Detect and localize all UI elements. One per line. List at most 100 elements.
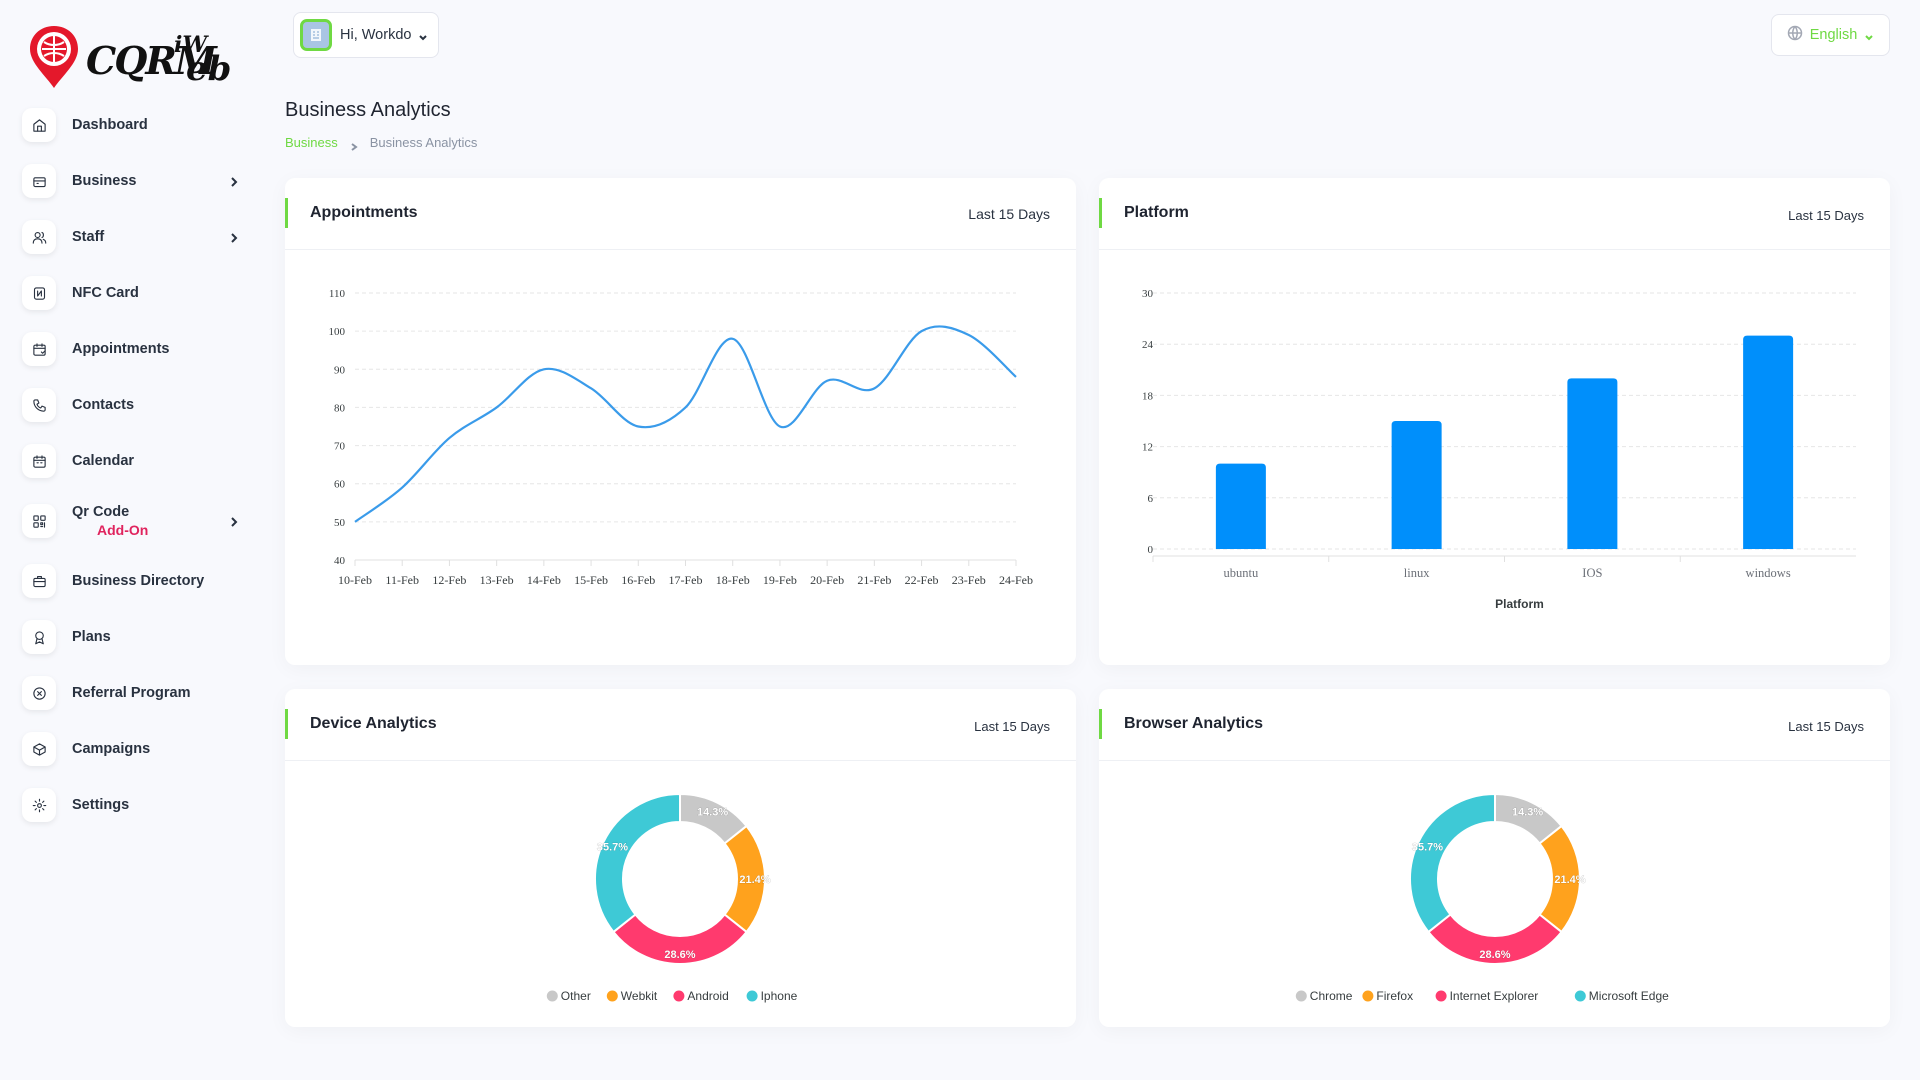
user-menu-button[interactable]: Hi, Workdo [293, 12, 439, 58]
sidebar-item-label: Staff [72, 229, 105, 245]
legend-label: Internet Explorer [1450, 989, 1539, 1003]
brand-logo[interactable]: CQRM eb iW [26, 22, 256, 92]
page-title: Business Analytics [285, 99, 451, 121]
slice-value-label: 21.4% [739, 874, 770, 886]
date-range-label[interactable]: Last 15 Days [1788, 208, 1864, 223]
card-header: Platform Last 15 Days [1099, 178, 1890, 250]
card-accent [285, 198, 288, 228]
legend-marker [546, 990, 558, 1002]
sidebar-item-dashboard[interactable]: Dashboard [22, 97, 240, 153]
sidebar-item-settings[interactable]: Settings [22, 777, 240, 833]
appointments-line-chart: 40 50 60 70 80 90 100 110 10-Feb 11-Feb 12-Feb 13-F… [329, 288, 1034, 587]
sidebar-item-nfc-card[interactable]: NFC Card [22, 265, 240, 321]
legend-label: Microsoft Edge [1589, 989, 1669, 1003]
chevron-right-icon [228, 515, 240, 527]
nfc-icon [22, 276, 56, 310]
card-header: Browser Analytics Last 15 Days [1099, 689, 1890, 761]
box-icon [22, 732, 56, 766]
y-tick-label: 80 [334, 402, 346, 414]
y-tick-label: 30 [1142, 288, 1154, 300]
date-range-label[interactable]: Last 15 Days [1788, 719, 1864, 734]
user-greeting: Hi, Workdo [340, 27, 412, 43]
y-tick-label: 100 [329, 326, 346, 338]
referral-icon [22, 676, 56, 710]
slice-iphone [594, 792, 681, 934]
sidebar-item-plans[interactable]: Plans [22, 609, 240, 665]
globe-icon [1787, 25, 1803, 46]
calendar-icon [22, 444, 56, 478]
y-tick-label: 6 [1148, 493, 1154, 505]
sidebar-item-label: Dashboard [72, 117, 148, 133]
slice-value-label: 14.3% [697, 806, 728, 818]
svg-text:CQRM: CQRM [86, 38, 218, 83]
x-tick-label: 20-Feb [810, 573, 844, 587]
svg-text:eb: eb [186, 49, 231, 89]
legend-marker [746, 990, 758, 1002]
legend-label: Android [687, 989, 728, 1003]
sidebar-item-referral-program[interactable]: Referral Program [22, 665, 240, 721]
y-tick-label: 50 [334, 517, 346, 529]
x-tick-label: 10-Feb [338, 573, 372, 587]
legend-marker [1295, 990, 1307, 1002]
chevron-down-icon [418, 30, 428, 41]
sidebar-item-business[interactable]: Business [22, 153, 240, 209]
slice-value-label: 35.7% [597, 841, 628, 853]
bar-windows [1743, 335, 1794, 549]
card-accent [1099, 709, 1102, 739]
breadcrumb: Business Business Analytics [285, 135, 477, 151]
browser-analytics-card: Browser Analytics Last 15 Days 14.3% 21.4… [1099, 689, 1890, 1027]
legend-label: Chrome [1310, 989, 1353, 1003]
y-tick-label: 12 [1142, 442, 1153, 454]
slice-value-label: 21.4% [1554, 874, 1585, 886]
sidebar-item-business-directory[interactable]: Business Directory [22, 553, 240, 609]
x-tick-label: 21-Feb [857, 573, 891, 587]
x-tick-label: 14-Feb [527, 573, 561, 587]
chevron-right-icon [228, 231, 240, 243]
svg-text:iW: iW [174, 32, 209, 58]
date-range-label[interactable]: Last 15 Days [974, 719, 1050, 734]
award-icon [22, 620, 56, 654]
y-tick-label: 0 [1148, 544, 1154, 556]
legend-marker [673, 990, 685, 1002]
breadcrumb-link-business[interactable]: Business [285, 135, 338, 150]
card-title: Browser Analytics [1124, 715, 1264, 732]
chevron-right-icon [350, 139, 358, 151]
x-tick-label: 16-Feb [621, 573, 655, 587]
sidebar-item-campaigns[interactable]: Campaigns [22, 721, 240, 777]
legend-label: Other [561, 989, 591, 1003]
sidebar-item-qr-text: Qr Code Add-On [72, 504, 148, 538]
x-tick-label: 11-Feb [385, 573, 419, 587]
date-range-label[interactable]: Last 15 Days [968, 206, 1050, 222]
card-header: Appointments Last 15 Days [285, 178, 1076, 250]
sidebar-item-appointments[interactable]: Appointments [22, 321, 240, 377]
language-label: English [1809, 27, 1858, 43]
sidebar-item-contacts[interactable]: Contacts [22, 377, 240, 433]
x-tick-label: 24-Feb [999, 573, 1033, 587]
y-tick-label: 90 [334, 364, 346, 376]
building-icon [311, 29, 321, 41]
sidebar-item-label: Plans [72, 629, 111, 645]
gear-icon [22, 788, 56, 822]
users-icon [22, 220, 56, 254]
sidebar-item-staff[interactable]: Staff [22, 209, 240, 265]
chevron-right-icon [228, 175, 240, 187]
y-tick-label: 60 [334, 479, 346, 491]
card-header: Device Analytics Last 15 Days [285, 689, 1076, 761]
sidebar-item-label: Business [72, 173, 137, 189]
sidebar-item-calendar[interactable]: Calendar [22, 433, 240, 489]
legend-marker [1574, 990, 1586, 1002]
y-tick-label: 110 [329, 288, 346, 300]
legend-marker [1362, 990, 1374, 1002]
language-selector[interactable]: English [1771, 14, 1890, 56]
slice-value-label: 35.7% [1412, 841, 1443, 853]
sidebar-item-label: Qr Code [72, 504, 130, 520]
y-tick-label: 40 [334, 555, 346, 567]
slice-value-label: 28.6% [664, 949, 695, 961]
addon-badge: Add-On [97, 522, 149, 538]
sidebar-item-qr-code[interactable]: Qr Code Add-On [22, 489, 240, 553]
sidebar-item-label: Calendar [72, 453, 135, 469]
sidebar-item-label: Contacts [72, 397, 135, 413]
x-axis-title: Platform [1495, 597, 1544, 611]
x-tick-label: 15-Feb [574, 573, 608, 587]
y-tick-label: 24 [1142, 339, 1154, 351]
